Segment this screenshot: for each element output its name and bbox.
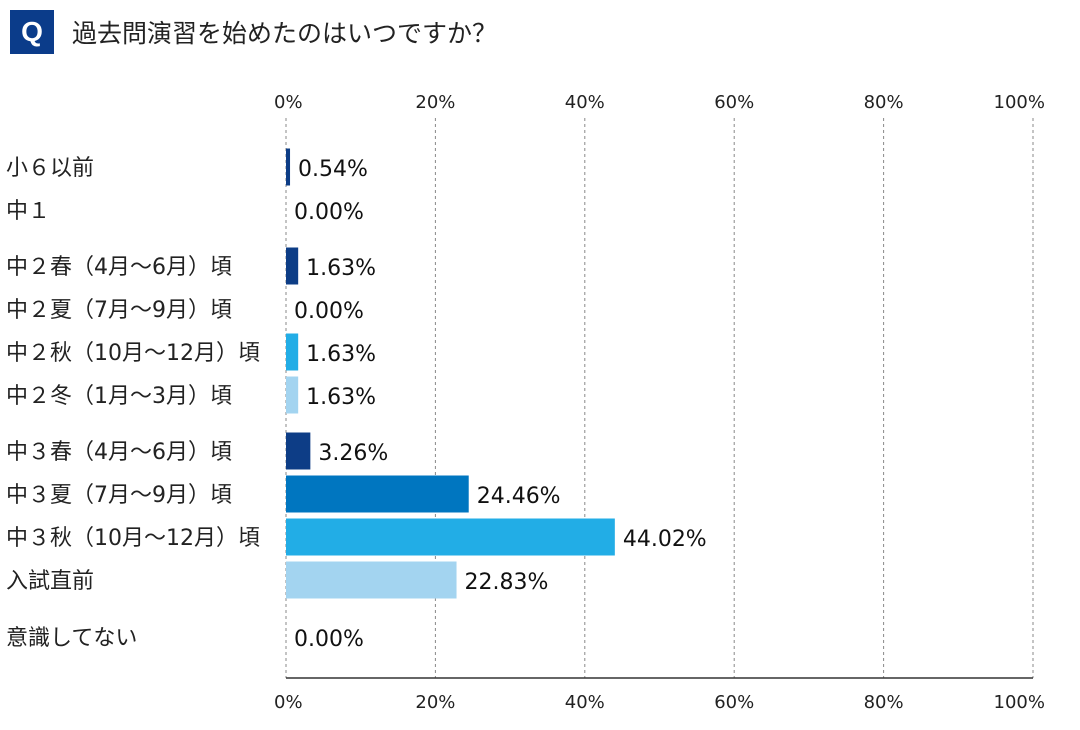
category-label: 中２夏（7月〜9月）頃 bbox=[6, 298, 232, 323]
value-label: 22.83% bbox=[465, 570, 549, 595]
value-label: 0.00% bbox=[294, 299, 364, 324]
category-label: 中２春（4月〜6月）頃 bbox=[6, 255, 232, 280]
x-tick-label-top: 100% bbox=[994, 92, 1045, 113]
category-label: 中２冬（1月〜3月）頃 bbox=[6, 384, 232, 409]
value-label: 1.63% bbox=[306, 385, 376, 410]
category-label: 中３夏（7月〜9月）頃 bbox=[6, 483, 232, 508]
question-header: Q 過去問演習を始めたのはいつですか？ bbox=[10, 10, 497, 54]
x-tick-label-top: 60% bbox=[714, 92, 754, 113]
category-label: 中３秋（10月〜12月）頃 bbox=[6, 526, 260, 551]
bar bbox=[286, 518, 615, 556]
category-label: 中２秋（10月〜12月）頃 bbox=[6, 341, 260, 366]
value-label: 0.00% bbox=[294, 627, 364, 652]
value-label: 0.00% bbox=[294, 200, 364, 225]
bar bbox=[286, 333, 299, 371]
x-tick-label-bottom: 40% bbox=[565, 692, 605, 713]
bar bbox=[286, 432, 311, 470]
category-label: 小６以前 bbox=[6, 156, 94, 181]
bar bbox=[286, 376, 299, 414]
x-tick-label-top: 20% bbox=[415, 92, 455, 113]
category-label: 中１ bbox=[6, 199, 50, 224]
category-label: 中３春（4月〜6月）頃 bbox=[6, 440, 232, 465]
question-title: 過去問演習を始めたのはいつですか？ bbox=[72, 19, 498, 48]
bar bbox=[286, 561, 457, 599]
x-tick-label-bottom: 80% bbox=[864, 692, 904, 713]
value-label: 44.02% bbox=[623, 527, 707, 552]
x-tick-label-bottom: 20% bbox=[415, 692, 455, 713]
value-label: 3.26% bbox=[318, 441, 388, 466]
bar bbox=[286, 148, 291, 186]
value-label: 1.63% bbox=[306, 256, 376, 281]
value-label: 24.46% bbox=[477, 484, 561, 509]
x-tick-label-bottom: 100% bbox=[994, 692, 1045, 713]
value-label: 0.54% bbox=[298, 157, 368, 182]
bar bbox=[286, 247, 299, 285]
bar bbox=[286, 475, 469, 513]
question-badge: Q bbox=[10, 10, 54, 54]
x-tick-label-top: 40% bbox=[565, 92, 605, 113]
value-label: 1.63% bbox=[306, 342, 376, 367]
x-tick-label-top: 80% bbox=[864, 92, 904, 113]
x-tick-label-bottom: 0% bbox=[274, 692, 303, 713]
category-label: 意識してない bbox=[6, 626, 137, 651]
x-tick-label-bottom: 60% bbox=[714, 692, 754, 713]
x-tick-label-top: 0% bbox=[274, 92, 303, 113]
category-label: 入試直前 bbox=[6, 569, 94, 594]
